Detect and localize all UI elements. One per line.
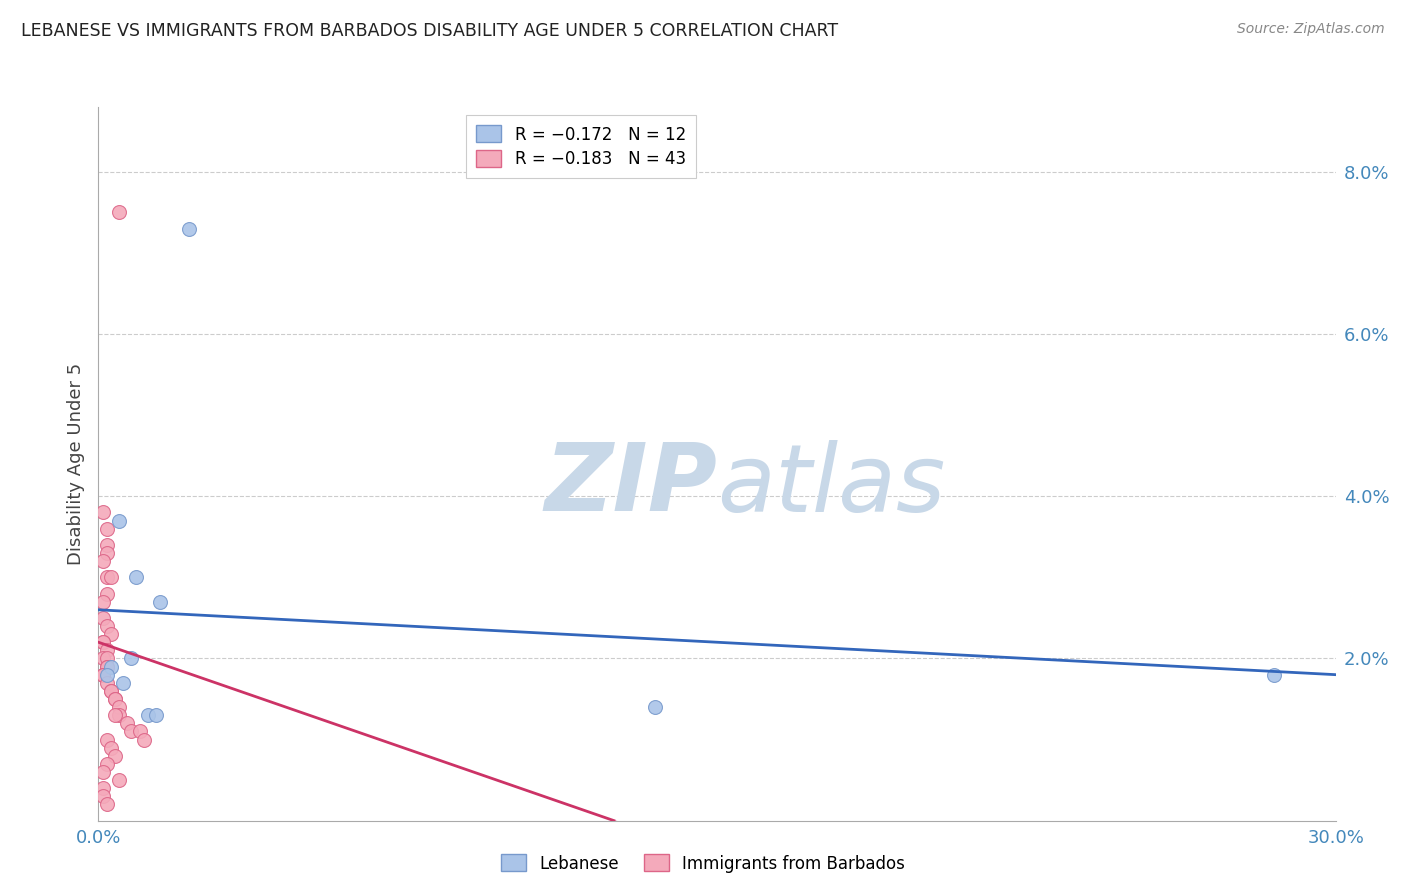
Text: ZIP: ZIP (544, 439, 717, 532)
Legend: Lebanese, Immigrants from Barbados: Lebanese, Immigrants from Barbados (495, 847, 911, 880)
Point (120, 724, 142, 739)
Point (91, 651, 114, 665)
Point (145, 708, 167, 723)
Point (96, 667, 118, 681)
Text: Source: ZipAtlas.com: Source: ZipAtlas.com (1237, 22, 1385, 37)
Point (108, 708, 131, 723)
Point (128, 724, 150, 739)
Point (91, 667, 114, 681)
Point (100, 627, 122, 641)
Point (132, 732, 155, 747)
Point (149, 595, 172, 609)
Point (96, 570, 118, 584)
Point (91, 611, 114, 625)
Point (91, 595, 114, 609)
Point (96, 675, 118, 690)
Point (91, 635, 114, 649)
Point (644, 700, 666, 714)
Point (91, 635, 114, 649)
Point (108, 700, 131, 714)
Point (104, 692, 127, 706)
Text: atlas: atlas (717, 440, 945, 531)
Point (96, 619, 118, 633)
Point (104, 692, 127, 706)
Point (91, 667, 114, 681)
Point (100, 659, 122, 673)
Point (100, 570, 122, 584)
Point (96, 659, 118, 673)
Point (104, 748, 127, 763)
Point (96, 538, 118, 552)
Point (91, 506, 114, 520)
Point (100, 684, 122, 698)
Point (96, 643, 118, 657)
Point (112, 675, 135, 690)
Point (91, 781, 114, 796)
Point (104, 708, 127, 723)
Point (96, 659, 118, 673)
Point (117, 716, 139, 731)
Y-axis label: Disability Age Under 5: Disability Age Under 5 (66, 363, 84, 565)
Point (124, 570, 146, 584)
Point (136, 708, 159, 723)
Point (100, 740, 122, 755)
Point (91, 554, 114, 568)
Text: LEBANESE VS IMMIGRANTS FROM BARBADOS DISABILITY AGE UNDER 5 CORRELATION CHART: LEBANESE VS IMMIGRANTS FROM BARBADOS DIS… (21, 22, 838, 40)
Point (96, 651, 118, 665)
Point (96, 756, 118, 771)
Point (96, 797, 118, 812)
Point (91, 789, 114, 804)
Point (96, 586, 118, 600)
Point (179, 221, 201, 235)
Point (96, 732, 118, 747)
Point (120, 651, 142, 665)
Point (108, 514, 131, 528)
Point (108, 205, 131, 219)
Point (100, 684, 122, 698)
Point (1263, 667, 1285, 681)
Legend: R = −0.172   N = 12, R = −0.183   N = 43: R = −0.172 N = 12, R = −0.183 N = 43 (467, 115, 696, 178)
Point (108, 773, 131, 788)
Point (96, 522, 118, 536)
Point (91, 764, 114, 779)
Point (96, 546, 118, 560)
